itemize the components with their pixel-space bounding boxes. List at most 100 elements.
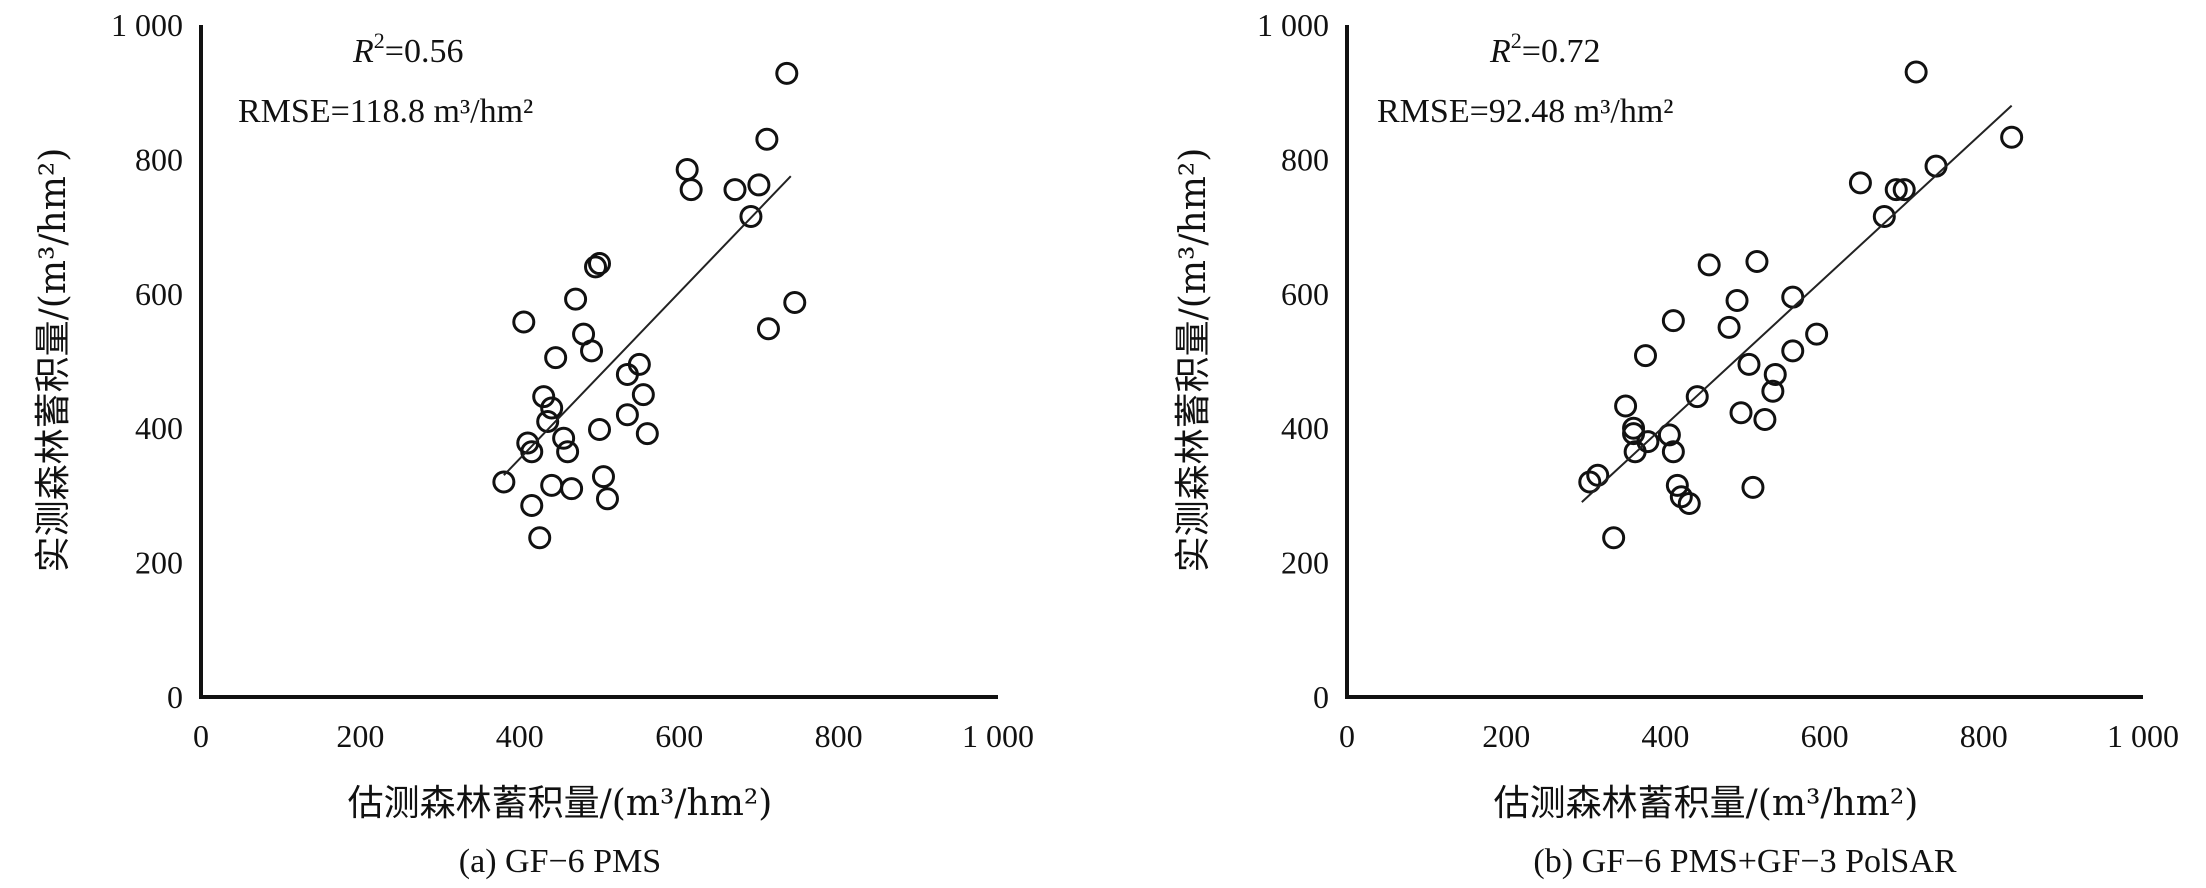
panel-a-x-tick-label: 0 <box>193 718 209 754</box>
panel-b-caption: (b) GF−6 PMS+GF−3 PolSAR <box>1533 843 1956 880</box>
panel-b-data-point <box>1781 339 1805 363</box>
panel-a-x-tick-label: 800 <box>815 718 863 754</box>
panel-a-data-point <box>627 352 651 376</box>
panel-a-data-point <box>756 317 780 341</box>
panel-b-data-point <box>1884 178 1908 202</box>
panel-b-x-tick-labels: 0 200 400 600 800 1 000 <box>1339 718 2179 754</box>
panel-b-data-point <box>1737 352 1761 376</box>
panel-a-y-tick-label: 600 <box>135 276 183 312</box>
panel-a-data-point <box>595 487 619 511</box>
panel-b-data-point <box>1725 289 1749 313</box>
panel-a-data-point <box>675 157 699 181</box>
panel-a-data-point <box>556 440 580 464</box>
panel-b-data-point <box>1661 440 1685 464</box>
panel-b-data-point <box>1781 285 1805 309</box>
panel-a-data-point <box>755 127 779 151</box>
panel-a-y-tick-label: 1 000 <box>111 7 183 43</box>
panel-a-data-point <box>540 396 564 420</box>
panel-b: 0 200 400 600 800 1 000 0 200 400 600 800 1 000 R2… <box>1173 7 2179 880</box>
panel-b-x-tick-label: 1 000 <box>2107 718 2179 754</box>
panel-b-data-point <box>1685 385 1709 409</box>
panel-b-x-tick-label: 400 <box>1641 718 1689 754</box>
panel-b-data-point <box>1665 473 1689 497</box>
panel-a-x-tick-label: 400 <box>496 718 544 754</box>
panel-a-data-point <box>544 346 568 370</box>
panel-a: 0 200 400 600 800 1 000 0 200 400 600 800 1 000 R2… <box>33 7 1034 880</box>
panel-a-data-point <box>584 255 608 279</box>
panel-b-data-point <box>1924 154 1948 178</box>
panel-b-data-point <box>1805 322 1829 346</box>
panel-b-data-point <box>1677 491 1701 515</box>
panel-b-y-tick-label: 600 <box>1281 276 1329 312</box>
panel-b-data-point <box>1872 205 1896 229</box>
panel-b-data-point <box>1904 60 1928 84</box>
panel-b-data-point <box>1634 344 1657 368</box>
panel-a-data-point <box>580 339 604 363</box>
panel-b-y-tick-label: 1 000 <box>1257 7 1329 43</box>
panel-b-data-point <box>1602 526 1626 550</box>
panel-b-data-point <box>2000 125 2024 149</box>
panel-a-data-point <box>591 465 615 489</box>
panel-a-r2-label: R2=0.56 <box>352 28 463 70</box>
panel-a-points <box>492 61 807 550</box>
panel-a-data-point <box>723 178 747 202</box>
panel-b-data-point <box>1745 250 1769 274</box>
panel-b-y-tick-label: 0 <box>1313 679 1329 715</box>
panel-b-y-tick-label: 400 <box>1281 410 1329 446</box>
panel-a-caption: (a) GF−6 PMS <box>459 843 661 880</box>
panel-b-data-point <box>1763 362 1787 386</box>
panel-a-data-point <box>783 291 807 315</box>
panel-a-y-tick-label: 0 <box>167 679 183 715</box>
panel-a-data-point <box>540 473 564 497</box>
panel-b-points <box>1578 60 2024 550</box>
panel-a-data-point <box>560 477 584 501</box>
panel-a-data-point <box>536 409 560 433</box>
panel-a-y-tick-labels: 0 200 400 600 800 1 000 <box>111 7 183 715</box>
panel-b-y-axis-title: 实测森林蓄积量/(m³/hm²) <box>1173 148 1214 573</box>
panel-b-x-tick-label: 0 <box>1339 718 1355 754</box>
panel-b-y-tick-label: 200 <box>1281 545 1329 581</box>
panel-a-data-point <box>635 422 659 446</box>
panel-a-data-point <box>588 418 611 442</box>
panel-b-x-axis-title: 估测森林蓄积量/(m³/hm²) <box>1494 783 1919 824</box>
panel-a-data-point <box>679 178 703 202</box>
panel-b-data-point <box>1741 475 1765 499</box>
panel-a-y-tick-label: 400 <box>135 410 183 446</box>
panel-b-rmse-label: RMSE=92.48 m³/hm² <box>1377 93 1674 130</box>
panel-a-x-tick-label: 200 <box>336 718 384 754</box>
panel-a-data-point <box>631 383 655 407</box>
panel-a-x-tick-labels: 0 200 400 600 800 1 000 <box>193 718 1034 754</box>
panel-a-data-point <box>492 470 516 494</box>
panel-b-data-point <box>1848 171 1872 195</box>
panel-b-y-tick-label: 800 <box>1281 141 1329 177</box>
panel-b-data-point <box>1761 379 1785 403</box>
panel-a-data-point <box>512 310 536 334</box>
panel-a-data-point <box>520 493 544 517</box>
panel-b-fit-line <box>1581 104 2013 503</box>
panel-a-data-point <box>528 526 552 550</box>
panel-a-y-axis-title: 实测森林蓄积量/(m³/hm²) <box>33 148 74 573</box>
panel-a-data-point <box>739 205 763 229</box>
panel-a-data-point <box>615 403 639 427</box>
panel-b-r2-label: R2=0.72 <box>1489 28 1600 70</box>
panel-a-y-tick-label: 800 <box>135 141 183 177</box>
panel-a-data-point <box>775 61 799 85</box>
panel-b-data-point <box>1636 430 1660 454</box>
panel-a-data-point <box>564 287 588 311</box>
panel-a-data-point <box>747 173 771 197</box>
panel-b-data-point <box>1729 401 1753 425</box>
panel-b-data-point <box>1657 423 1681 447</box>
panel-a-x-tick-label: 600 <box>655 718 703 754</box>
panel-b-x-tick-label: 800 <box>1960 718 2008 754</box>
panel-b-data-point <box>1717 315 1741 339</box>
panel-b-y-tick-labels: 0 200 400 600 800 1 000 <box>1257 7 1329 715</box>
panel-a-fit-line <box>503 175 792 476</box>
panel-b-data-point <box>1614 394 1638 418</box>
panel-a-x-axis-title: 估测森林蓄积量/(m³/hm²) <box>348 783 773 824</box>
panel-a-x-tick-label: 1 000 <box>962 718 1034 754</box>
panel-a-data-point <box>532 385 556 409</box>
panel-b-data-point <box>1586 463 1610 487</box>
panel-a-data-point <box>588 252 611 276</box>
panel-a-rmse-label: RMSE=118.8 m³/hm² <box>238 93 533 130</box>
